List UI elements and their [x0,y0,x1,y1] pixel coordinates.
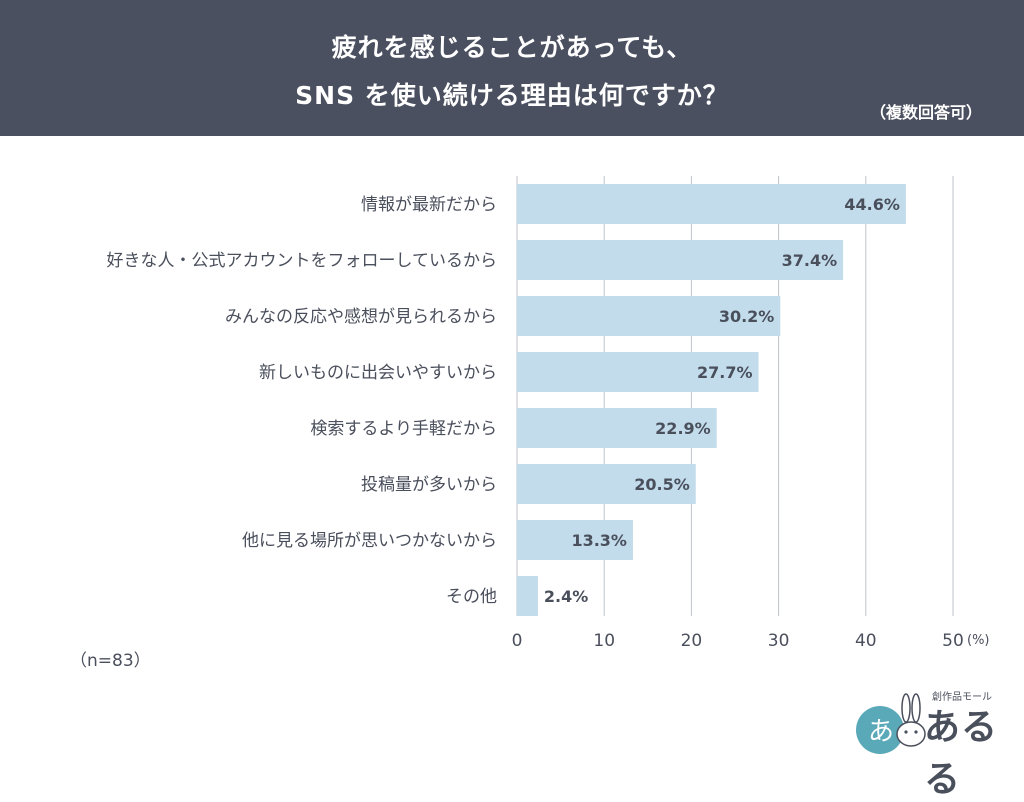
logo-wordmark: あるる [924,707,999,800]
multiple-answer-note: （複数回答可） [869,103,982,122]
x-tick-label: 10 [593,631,615,651]
value-label: 13.3% [571,531,627,550]
category-label: 情報が最新だから [361,195,497,215]
category-label: 他に見る場所が思いつかないから [242,531,497,551]
value-label: 37.4% [782,251,838,270]
category-label: 投稿量が多いから [361,475,497,495]
chart-title-line-2: SNS を使い続ける理由は何ですか？ [295,81,729,110]
bar-chart: 0 10 20 30 40 50 (%) 情報が最新だから 44.6% 好きな人・公式アカウントを… [107,176,990,651]
value-label: 44.6% [844,195,900,214]
category-label: 好きな人・公式アカウントをフォローしているから [107,251,498,271]
sample-size-note: （n=83） [70,651,151,671]
rabbit-logo-icon: あ [856,693,926,754]
header-banner: 疲れを感じることがあっても、 SNS を使い続ける理由は何ですか？ （複数回答可… [0,0,1024,136]
logo-badge-glyph: あ [868,717,894,747]
value-label: 27.7% [697,363,753,382]
x-tick-label: 0 [512,631,523,651]
bar [517,352,759,392]
x-tick-label: 20 [681,631,703,651]
logo-subtitle: 創作品モール [932,692,992,703]
category-label: 検索するより手軽だから [310,419,497,439]
value-label: 22.9% [655,419,711,438]
category-label: みんなの反応や感想が見られるから [225,307,497,327]
bar [517,296,781,336]
x-tick-label: 40 [855,631,877,651]
value-label: 20.5% [634,475,690,494]
bar [517,408,717,448]
category-label: 新しいものに出会いやすいから [259,363,497,383]
x-unit-label: (%) [967,633,990,648]
x-tick-label: 30 [768,631,790,651]
value-label: 2.4% [544,587,588,606]
x-tick-label: 50 [942,631,964,651]
bar [517,576,538,616]
logo: あ 創作品モール あるる [850,688,1020,800]
bar [517,520,633,560]
bar [517,464,696,504]
category-label: その他 [446,587,497,607]
bar [517,184,906,224]
bar [517,240,844,280]
value-label: 30.2% [719,307,775,326]
chart-title-line-1: 疲れを感じることがあっても、 [331,33,693,62]
